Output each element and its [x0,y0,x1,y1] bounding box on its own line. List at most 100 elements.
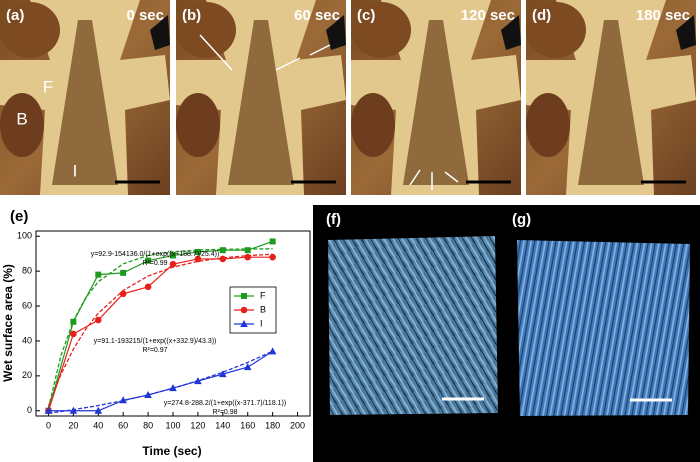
x-tick-label: 140 [215,420,230,430]
fit-curve [47,248,273,409]
data-point [269,253,276,261]
photo-panel: (c) 120 sec [351,0,521,195]
data-point [240,306,248,314]
series-line [47,256,273,411]
data-point [194,255,202,263]
black-mark [676,15,696,50]
data-point [268,347,277,355]
data-point [69,406,78,414]
y-tick-label: 60 [22,300,32,310]
data-point [44,406,53,414]
y-tick-label: 80 [22,266,32,276]
y-tick-label: 100 [17,231,32,241]
x-axis-label: Time (sec) [142,444,201,458]
data-point [194,248,201,255]
arrow [309,44,331,56]
data-point [170,252,176,259]
data-point [243,363,252,371]
x-tick-label: 80 [143,420,153,430]
data-point [169,260,177,268]
data-point [169,384,177,392]
panel-label: (b) [182,7,201,24]
arrow [444,171,459,183]
tissue-center [228,20,294,185]
data-point [145,257,152,264]
x-tick-label: 180 [265,420,280,430]
tissue-dark [176,2,236,58]
tissue-dark [0,2,60,58]
data-point [269,238,276,245]
arrow [409,169,421,186]
data-point [219,247,226,254]
arrow [275,57,301,71]
tissue-dark [351,2,411,58]
data-point [94,316,102,324]
panel-label: (e) [10,208,28,225]
photo-panel: (d) 180 sec [526,0,696,195]
black-mark [326,15,346,50]
black-mark [150,15,170,50]
y-tick-label: 40 [22,335,32,345]
fiber-image-f [328,236,498,415]
x-tick-label: 120 [190,420,205,430]
time-label: 0 sec [126,7,164,24]
x-tick-label: 100 [165,420,180,430]
legend-label: I [260,318,263,328]
fit-equation: y=92.9-154136.0/(1+exp((x+188.7)/25.4)) [91,251,220,258]
panel-label: (c) [357,7,375,24]
series-line [48,350,273,412]
region-label: I [73,161,78,180]
x-tick-label: 200 [290,420,305,430]
tissue-dark [176,93,220,157]
fit-equation: y=91.1-193215/(1+exp((x+332.9)/43.3)) [94,338,217,345]
y-tick-label: 0 [27,405,32,415]
fit-r2: R²=0.98 [212,409,237,416]
photo-panel: (a) 0 sec [0,0,170,195]
data-point [144,283,152,291]
photo-row: (a) 0 sec (b) 60 sec (c) 120 sec (d) 180 sec FB I [0,0,696,195]
data-point [95,271,102,278]
data-point [144,391,152,399]
tissue-center [52,20,118,185]
data-point [241,293,247,299]
fiber-image-g [517,240,690,416]
x-tick-label: 0 [46,420,51,430]
panel-label: (g) [512,211,531,228]
time-label: 120 sec [461,7,515,24]
time-label: 60 sec [294,7,340,24]
data-point [244,247,251,254]
data-point [244,253,252,261]
y-axis-label: Wet surface area (%) [1,264,15,382]
fit-r2: R²=0.99 [142,260,167,267]
legend-label: F [260,290,266,300]
x-tick-label: 20 [68,420,78,430]
panel-label: (d) [532,7,551,24]
data-point [94,406,103,414]
tissue-dark [351,93,395,157]
tissue-center [403,20,469,185]
fiber-images: (f) (g) [313,205,700,462]
data-point [240,320,248,327]
tissue-dark [526,93,570,157]
tissue-dark [0,93,44,157]
region-label: B [16,109,27,128]
panel-label: (f) [326,211,341,228]
x-tick-label: 60 [118,420,128,430]
arrow [199,34,233,71]
data-point [119,290,127,298]
fit-equation: y=274.8-288.2/(1+exp((x-371.7)/118.1)) [164,400,286,407]
data-point [219,255,227,263]
data-point [119,396,127,404]
region-label: F [43,77,53,96]
black-mark [501,15,521,50]
x-tick-label: 160 [240,420,255,430]
x-tick-label: 40 [93,420,103,430]
fit-r2: R²=0.97 [142,347,167,354]
tissue-center [578,20,644,185]
time-label: 180 sec [636,7,690,24]
legend-label: B [260,304,266,314]
data-point [70,318,77,325]
data-point [219,370,227,378]
data-point [194,377,202,385]
